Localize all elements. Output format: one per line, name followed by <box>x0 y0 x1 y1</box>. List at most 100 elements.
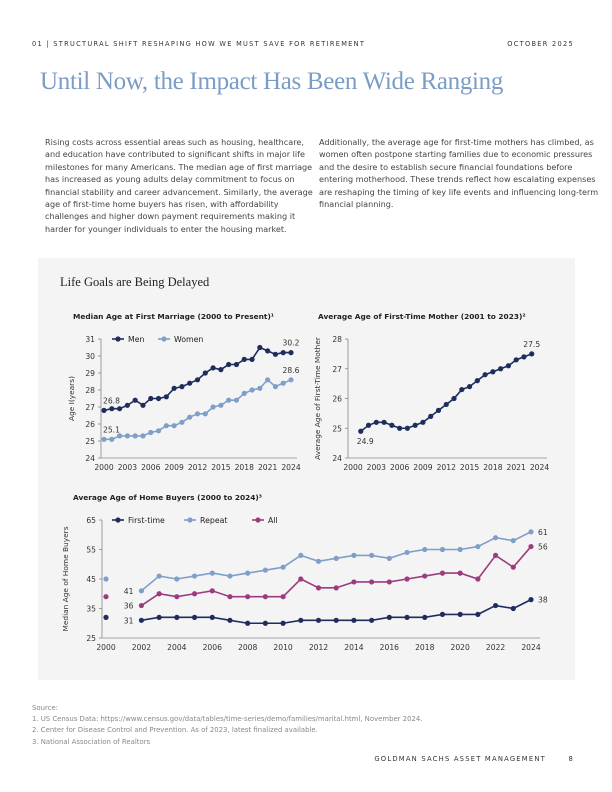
data-point <box>280 620 286 626</box>
data-point <box>474 378 480 384</box>
x-tick-label: 2008 <box>238 643 257 650</box>
data-label: 30.2 <box>283 339 300 348</box>
data-point <box>171 385 177 391</box>
data-point <box>298 552 304 558</box>
y-axis-label: Age I(years) <box>67 376 76 421</box>
data-point <box>148 395 154 402</box>
data-point <box>443 401 449 408</box>
x-tick-label: 2010 <box>273 643 292 650</box>
data-point <box>466 384 473 390</box>
second-paragraph: Additionally, the average age for first-… <box>319 137 599 210</box>
data-point <box>404 614 410 620</box>
data-point <box>369 579 375 585</box>
data-point <box>386 614 392 620</box>
x-tick-label: 2021 <box>258 463 277 472</box>
data-point <box>124 433 130 439</box>
data-point <box>369 552 375 558</box>
legend-label: First-time <box>128 516 165 525</box>
data-label: 56 <box>538 543 548 552</box>
data-point <box>386 555 392 561</box>
data-point <box>333 617 339 623</box>
series-line-repeat <box>140 531 532 592</box>
data-point <box>381 419 387 425</box>
data-point <box>124 402 130 408</box>
data-point <box>138 588 145 594</box>
data-point <box>475 543 481 550</box>
data-point <box>103 594 109 600</box>
x-tick-label: 2020 <box>451 643 470 650</box>
data-point <box>226 361 232 368</box>
data-point <box>457 611 463 617</box>
data-point <box>475 576 481 582</box>
data-point <box>132 433 138 439</box>
legend-swatch-marker <box>115 336 121 342</box>
y-tick-label: 30 <box>85 352 95 361</box>
data-point <box>210 365 216 371</box>
x-tick-label: 2012 <box>309 643 328 650</box>
data-point <box>156 591 162 597</box>
data-point <box>174 576 180 582</box>
data-point <box>155 428 162 434</box>
data-point <box>351 552 357 558</box>
source-1: 1. US Census Data: https://www.census.go… <box>32 715 423 724</box>
y-tick-label: 24 <box>332 454 342 463</box>
data-point <box>280 380 286 386</box>
data-point <box>459 386 465 393</box>
data-point <box>187 380 193 386</box>
data-point <box>210 404 216 410</box>
data-point <box>262 620 268 626</box>
data-point <box>333 585 339 591</box>
data-point <box>288 377 294 383</box>
x-tick-label: 2021 <box>507 463 526 472</box>
data-point <box>369 617 375 623</box>
data-point <box>116 406 123 412</box>
data-point <box>218 402 224 408</box>
data-label: 41 <box>124 587 134 596</box>
data-point <box>492 552 499 558</box>
data-point <box>262 567 268 573</box>
legend-swatch-marker <box>115 517 121 523</box>
data-point <box>257 344 263 351</box>
data-point <box>187 414 193 420</box>
x-tick-label: 2024 <box>530 463 549 472</box>
data-point <box>529 351 535 357</box>
data-point <box>138 617 145 623</box>
legend-swatch-marker <box>255 517 261 523</box>
data-label: 31 <box>124 616 134 625</box>
marriage-age-chart: 24 25 26 27 28 29 30 31 2000 2003 2006 2009 2012 2015… <box>67 335 301 472</box>
data-point <box>439 611 446 617</box>
data-point <box>528 529 534 535</box>
data-point <box>365 422 372 428</box>
data-label: 24.9 <box>357 437 374 446</box>
intro-paragraph: Rising costs across essential areas such… <box>45 137 313 234</box>
footer-brand: GOLDMAN SACHS ASSET MANAGEMENT <box>374 755 546 763</box>
data-point <box>389 422 395 428</box>
data-point <box>435 407 442 413</box>
data-point <box>191 614 198 620</box>
data-label: 36 <box>124 602 134 611</box>
x-tick-label: 2003 <box>118 463 137 472</box>
x-tick-label: 2014 <box>344 643 363 650</box>
data-point <box>280 564 286 570</box>
x-tick-label: 2000 <box>94 463 113 472</box>
data-point <box>163 394 169 400</box>
data-point <box>333 555 339 561</box>
data-point <box>439 546 446 553</box>
data-point <box>194 411 201 417</box>
x-tick-label: 2018 <box>235 463 254 472</box>
y-tick-label: 25 <box>332 424 342 433</box>
x-tick-label: 2024 <box>521 643 540 650</box>
data-point <box>140 402 146 408</box>
data-point <box>179 384 185 390</box>
charts-panel <box>38 258 575 680</box>
data-point <box>298 576 304 582</box>
data-point <box>404 425 410 431</box>
data-point <box>101 407 107 413</box>
data-point <box>257 385 263 391</box>
y-tick-label: 65 <box>86 516 96 525</box>
data-point <box>101 436 107 442</box>
data-point <box>288 350 294 356</box>
x-tick-label: 2012 <box>188 463 207 472</box>
y-tick-label: 25 <box>86 634 96 643</box>
y-tick-label: 27 <box>332 365 342 374</box>
